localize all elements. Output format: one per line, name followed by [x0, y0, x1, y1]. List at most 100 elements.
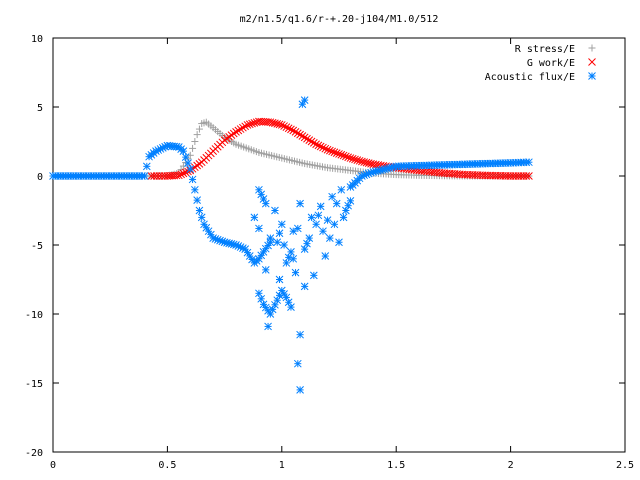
- data-point: [277, 220, 286, 229]
- data-point: [316, 142, 325, 151]
- data-point: [303, 134, 311, 143]
- data-point: [255, 224, 263, 233]
- data-point: [351, 155, 359, 164]
- data-point: [355, 156, 364, 165]
- data-point: [264, 322, 272, 331]
- data-point: [277, 121, 286, 129]
- data-point: [241, 122, 250, 131]
- y-tick-label: 0: [37, 172, 43, 183]
- data-point: [248, 119, 256, 128]
- legend: R stress/E G work/E Acoustic flux/E: [485, 44, 596, 83]
- data-point: [280, 122, 288, 130]
- data-point: [184, 159, 192, 167]
- chart-title: m2/n1.5/q1.6/r-+.20-j104/M1.0/512: [240, 14, 439, 25]
- data-point: [261, 265, 270, 274]
- data-point: [142, 162, 151, 171]
- data-point: [282, 123, 291, 132]
- data-point: [346, 154, 355, 162]
- data-point: [335, 150, 343, 158]
- data-point: [195, 206, 204, 215]
- data-point: [342, 152, 350, 161]
- data-point: [335, 238, 343, 247]
- data-point: [266, 118, 275, 127]
- data-point: [325, 146, 334, 155]
- data-point: [259, 248, 268, 256]
- data-point: [300, 282, 309, 291]
- data-point: [319, 227, 327, 236]
- data-point: [236, 125, 245, 133]
- legend-marker: [588, 44, 596, 52]
- data-point: [271, 206, 279, 215]
- data-point: [275, 120, 284, 129]
- data-point: [525, 172, 533, 180]
- data-point: [181, 168, 190, 177]
- data-point: [275, 229, 284, 238]
- data-point: [293, 129, 302, 138]
- data-point: [312, 140, 320, 149]
- data-point: [332, 199, 341, 208]
- legend-label: Acoustic flux/E: [485, 72, 575, 83]
- data-point: [360, 158, 369, 166]
- legend-marker: [588, 58, 596, 66]
- data-point: [358, 157, 366, 166]
- data-point: [348, 154, 357, 163]
- data-point: [273, 119, 282, 128]
- data-point: [271, 119, 279, 128]
- data-point: [250, 213, 259, 222]
- data-point: [314, 211, 323, 220]
- data-point: [195, 125, 203, 133]
- legend-marker: [588, 72, 596, 80]
- x-tick-label: 1.5: [387, 460, 405, 471]
- data-point: [321, 144, 330, 153]
- data-point: [287, 303, 295, 311]
- data-point: [189, 144, 197, 152]
- data-point: [339, 151, 348, 160]
- series-3: [49, 96, 533, 394]
- data-point: [289, 254, 298, 263]
- data-point: [261, 199, 270, 208]
- data-point: [177, 170, 185, 179]
- data-point: [296, 199, 304, 208]
- x-tick-label: 0.5: [158, 460, 176, 471]
- data-point: [191, 185, 199, 194]
- data-point: [186, 165, 195, 173]
- data-point: [362, 158, 371, 167]
- data-point: [188, 175, 197, 184]
- data-point: [291, 268, 300, 277]
- data-point: [280, 241, 288, 249]
- data-point: [197, 213, 206, 222]
- x-tick-label: 2: [508, 460, 514, 471]
- data-point: [273, 238, 282, 247]
- data-point: [172, 171, 181, 180]
- data-point: [522, 172, 531, 180]
- axis-ticks: 0 0.5 1 1.5 2 2.5 10 5 0 -5 -10 -15 -20: [25, 34, 634, 471]
- y-tick-label: -5: [31, 241, 43, 252]
- data-point: [250, 119, 259, 127]
- data-point: [323, 145, 332, 154]
- data-point: [191, 138, 199, 145]
- data-point: [312, 220, 320, 229]
- data-point: [321, 252, 330, 260]
- data-point: [332, 149, 341, 157]
- data-point: [289, 126, 298, 135]
- x-tick-label: 0: [50, 460, 56, 471]
- data-point: [337, 150, 346, 159]
- data-point: [314, 141, 323, 150]
- data-point: [305, 234, 314, 242]
- y-tick-label: -15: [25, 379, 43, 390]
- data-point: [298, 132, 307, 140]
- data-point: [239, 123, 247, 132]
- data-point: [364, 159, 373, 168]
- data-point: [307, 213, 316, 222]
- data-point: [323, 216, 332, 225]
- data-point: [328, 192, 336, 201]
- data-point: [309, 139, 318, 147]
- data-point: [344, 153, 353, 162]
- x-tick-label: 2.5: [616, 460, 634, 471]
- data-point: [305, 136, 314, 144]
- data-point: [266, 234, 275, 242]
- data-point: [309, 271, 318, 280]
- data-point: [328, 147, 336, 156]
- data-point: [300, 96, 309, 104]
